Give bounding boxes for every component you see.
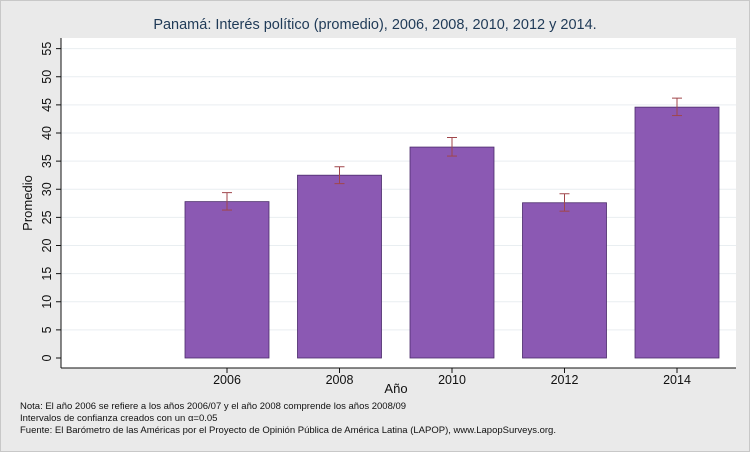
x-axis: 2006 2008 2010 2012 2014 <box>61 367 736 387</box>
footnotes: Nota: El año 2006 se refiere a los años … <box>20 401 556 437</box>
x-tick-label: 2012 <box>551 373 579 387</box>
bar-2014 <box>634 106 720 359</box>
x-tick-label: 2010 <box>438 373 466 387</box>
plot-area <box>61 38 736 368</box>
y-tick-label: 15 <box>40 267 54 281</box>
y-tick-label: 30 <box>40 182 54 196</box>
footnote-intervalos: Intervalos de confianza creados con un α… <box>20 413 218 424</box>
y-tick-label: 25 <box>40 210 54 224</box>
error-bars <box>222 97 682 212</box>
bar-2006 <box>184 201 270 359</box>
y-tick-label: 10 <box>40 295 54 309</box>
footnote-nota: Nota: El año 2006 se refiere a los años … <box>20 401 407 412</box>
x-tick-label: 2006 <box>213 373 241 387</box>
y-tick-label: 40 <box>40 126 54 140</box>
footnote-fuente: Fuente: El Barómetro de las Américas por… <box>20 425 556 436</box>
gridlines <box>61 48 736 331</box>
y-axis: 0 5 10 15 20 25 30 35 40 45 50 55 <box>40 38 62 368</box>
y-tick-label: 50 <box>40 70 54 84</box>
bar-2010 <box>409 146 495 359</box>
x-tick-label: 2014 <box>663 373 691 387</box>
bars <box>184 106 720 359</box>
y-axis-title: Promedio <box>20 175 35 231</box>
bar-2008 <box>297 174 382 359</box>
y-tick-label: 0 <box>40 354 54 361</box>
y-tick-label: 55 <box>40 42 54 56</box>
y-tick-label: 35 <box>40 154 54 168</box>
bar-2012 <box>522 202 607 359</box>
x-tick-label: 2008 <box>326 373 354 387</box>
chart-title: Panamá: Interés político (promedio), 200… <box>153 17 597 33</box>
x-axis-title: Año <box>384 381 407 396</box>
y-tick-label: 5 <box>40 326 54 333</box>
y-tick-label: 20 <box>40 239 54 253</box>
y-tick-label: 45 <box>40 98 54 112</box>
